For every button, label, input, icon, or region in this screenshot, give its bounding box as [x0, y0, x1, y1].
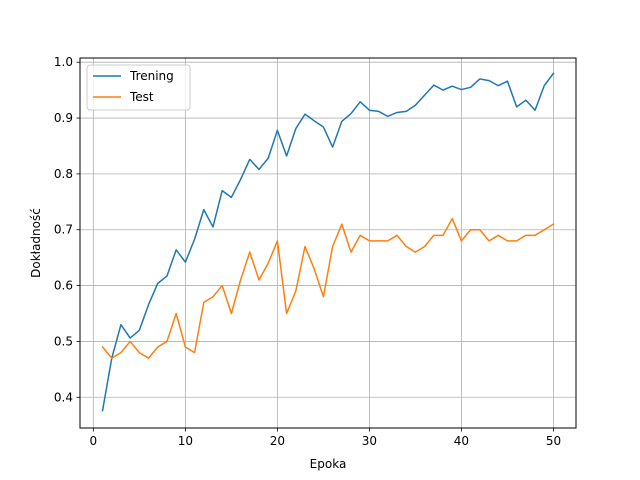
x-tick-label: 20 — [270, 434, 285, 448]
y-tick-label: 0.6 — [54, 279, 73, 293]
x-axis-label: Epoka — [310, 457, 347, 471]
y-tick-label: 0.7 — [54, 223, 73, 237]
y-tick-label: 0.9 — [54, 111, 73, 125]
grid-lines — [80, 58, 576, 428]
x-axis-ticks: 0 10 20 30 40 50 — [90, 428, 561, 448]
y-tick-label: 0.5 — [54, 334, 73, 348]
legend: Trening Test — [86, 64, 191, 111]
series-line-trening — [101, 72, 555, 412]
series-lines — [101, 72, 555, 412]
x-tick-label: 50 — [546, 434, 561, 448]
x-tick-label: 10 — [178, 434, 193, 448]
y-tick-label: 0.8 — [54, 167, 73, 181]
y-tick-label: 1.0 — [54, 55, 73, 69]
x-tick-label: 40 — [454, 434, 469, 448]
legend-label: Trening — [129, 69, 174, 83]
legend-label: Test — [129, 90, 154, 104]
y-tick-label: 0.4 — [54, 390, 73, 404]
plot-frame — [79, 57, 577, 429]
x-tick-label: 0 — [90, 434, 98, 448]
series-line-test — [101, 217, 555, 359]
x-tick-label: 30 — [362, 434, 377, 448]
y-axis-label: Dokładność — [29, 208, 43, 278]
y-axis-ticks: 0.4 0.5 0.6 0.7 0.8 0.9 1.0 — [54, 55, 80, 404]
